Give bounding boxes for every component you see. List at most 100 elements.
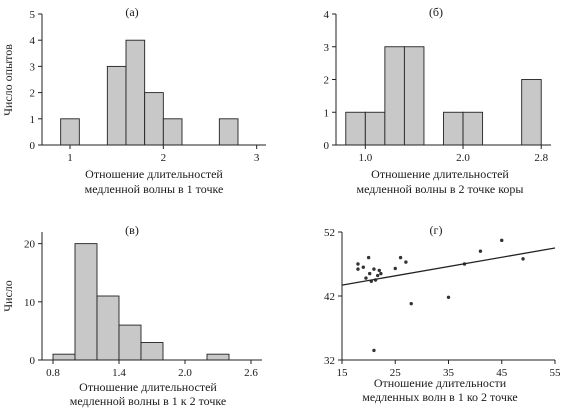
panel-b-xtick-label-2: 2.8 [534,152,548,164]
panel-b-bar-4 [443,111,464,146]
panel-c-ytick-label-2: 20 [24,239,36,251]
panel-c-bar-5 [206,353,230,361]
panel-c-bar-1 [74,243,98,361]
panel-d-point-1 [356,267,360,271]
panel-d-x-ticks: 15 25 35 45 55 [337,360,562,379]
panel-d-ytick-label-0: 32 [324,355,335,367]
panel-d-point-17 [446,295,451,299]
panel-c-bar-0 [52,353,76,361]
panel-d-point-15 [404,260,408,264]
panel-a-title: (а) [125,5,138,19]
panel-c-title: (в) [125,223,139,237]
panel-b-xlabel-line1: Отношение длительностей [371,167,509,181]
panel-d-xtick-label-0: 15 [337,367,349,379]
panel-a-ytick-label-5: 5 [30,9,36,21]
panel-d-scatter: 15 25 35 45 55 32 42 52 (г) Отношение длительн… [324,223,561,404]
panel-d-title: (г) [430,223,443,237]
panel-d-xtick-label-4: 55 [550,367,562,379]
panel-b-x-ticks: 1.0 2.0 2.8 [358,145,549,164]
panel-b-xlabel-line2: медленной волны в 2 точке коры [357,182,524,196]
panel-c-bar-3 [118,324,142,361]
panel-b-y-ticks: 0 1 2 3 4 [324,9,336,152]
panel-a-bar-2 [125,39,146,146]
panel-b-bar-5 [462,111,484,146]
panel-b-ytick-label-2: 2 [324,75,330,87]
panel-c-bars [52,243,230,361]
panel-d-point-10 [375,273,380,278]
panel-d-point-7 [372,267,376,271]
panel-d-point-0 [356,262,360,266]
panel-b-ytick-label-3: 3 [324,42,330,54]
panel-a-bar-1 [106,65,127,146]
panel-c-y-ticks: 0 10 20 [24,239,42,367]
panel-d-point-13 [393,266,397,271]
panel-a-xtick-label-1: 2 [161,152,167,164]
panel-a-ylabel: Число опытов [1,44,15,116]
panel-d-point-12 [379,271,383,276]
panel-a-ytick-label-3: 3 [30,61,36,73]
panel-a-xlabel-line1: Отношение длительностей [85,167,223,181]
panel-a-bar-4 [162,118,183,146]
panel-b-ytick-label-4: 4 [324,9,330,21]
panel-b-histogram: 1.0 2.0 2.8 0 1 2 3 4 (б) Отношение длительнос… [324,5,551,196]
panel-b-ytick-label-0: 0 [324,140,330,152]
panel-a-y-ticks: 0 1 2 3 4 5 [30,9,42,152]
panel-b-bar-3 [403,46,425,146]
panel-c-histogram: 0.8 1.4 2.0 2.6 0 10 20 (в) Число Отношение д… [1,223,262,408]
panel-d-point-21 [521,257,525,261]
panel-d-point-14 [398,255,403,260]
panel-a-ytick-label-2: 2 [30,88,36,100]
panel-a-ytick-label-1: 1 [30,114,36,126]
panel-d-point-3 [364,276,368,280]
panel-d-xtick-label-2: 35 [443,367,455,379]
panel-a-xtick-label-0: 1 [67,152,73,164]
panel-d-point-2 [361,265,365,269]
panel-c-x-ticks: 0.8 1.4 2.0 2.6 [46,360,258,379]
panel-c-xlabel-line1: Отношение длительностей [79,380,217,394]
panel-c-bar-4 [140,342,164,361]
panel-d-point-16 [409,301,413,306]
panel-d-point-5 [367,271,372,276]
panel-a-xlabel-line2: медленной волны в 1 точке [85,182,224,196]
panel-c-xtick-label-3: 2.6 [244,367,258,379]
panel-c-xtick-label-1: 1.4 [112,367,126,379]
panel-c-xtick-label-0: 0.8 [46,367,60,379]
panel-a-ytick-label-0: 0 [30,140,36,152]
panel-c-xlabel-line2: медленной волны в 1 к 2 точке [70,394,227,408]
panel-d-point-19 [478,249,483,253]
panel-a-bar-0 [60,118,80,146]
panel-c-ytick-label-1: 10 [24,297,36,309]
panel-d-xtick-label-3: 45 [496,367,508,379]
panel-a-bars [60,39,239,146]
panel-a-histogram: 1 2 3 0 1 2 3 4 5 (а) Число опытов Отношение дл… [1,5,266,196]
panel-d-point-4 [366,255,371,260]
panel-c-ytick-label-0: 0 [30,355,36,367]
panel-b-xtick-label-1: 2.0 [456,152,470,164]
panel-b-bar-0 [345,111,366,146]
panel-d-xlabel-line2: медленных волн в 1 ко 2 точке [362,390,517,404]
panel-b-bars [345,46,542,146]
panel-a-xtick-label-2: 3 [254,152,260,164]
panel-a-bar-3 [144,92,164,146]
panel-d-xtick-label-1: 25 [390,367,402,379]
panel-d-point-20 [500,238,504,243]
panel-b-bar-6 [521,79,542,146]
panel-c-ylabel: Число [1,280,15,312]
panel-a-ytick-label-4: 4 [30,35,36,47]
panel-d-point-11 [377,268,381,273]
panel-c-xtick-label-2: 2.0 [178,367,192,379]
panel-b-xtick-label-0: 1.0 [358,152,372,164]
panel-d-fit-line [341,247,556,286]
panel-b-bar-1 [364,111,386,146]
panel-d-ytick-label-2: 52 [324,227,335,239]
panel-b-title: (б) [429,5,443,19]
panel-a-x-ticks: 1 2 3 [67,145,260,164]
panel-d-y-ticks: 32 42 52 [324,227,342,367]
panel-d-points [356,238,525,353]
panel-a-bar-5 [218,118,239,146]
panel-d-ytick-label-1: 42 [324,291,335,303]
panel-c-bar-2 [96,295,120,361]
panel-b-ytick-label-1: 1 [324,107,330,119]
panel-d-xlabel-line1: Отношение длительности [374,376,507,390]
